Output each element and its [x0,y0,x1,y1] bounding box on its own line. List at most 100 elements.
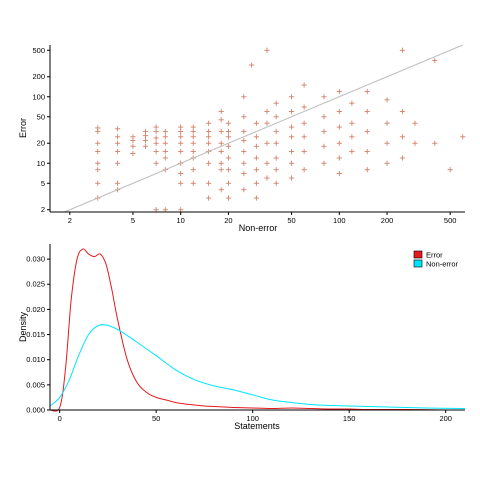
scatter-point [264,47,270,53]
scatter-point [95,140,101,146]
scatter-point [130,143,136,149]
scatter-point [432,57,438,64]
scatter-point [206,120,212,126]
y-tick-label: 20 [37,139,45,148]
legend-swatch-non-error [413,259,423,268]
x-tick-label: 200 [381,216,394,225]
scatter-point [384,160,390,166]
scatter-point [178,140,184,146]
scatter-point [206,195,212,201]
x-tick-label: 50 [287,216,295,225]
scatter-point [142,137,149,144]
scatter-point [114,180,121,186]
scatter-y-axis-label: Error [18,118,28,138]
scatter-point [142,133,149,139]
scatter-point [321,160,327,166]
y-tick-label: 200 [32,72,45,81]
density-x-ticks: 0 50 100 150 200 [58,410,452,423]
scatter-point [336,124,342,130]
scatter-point [114,160,121,166]
scatter-point [384,140,390,146]
scatter-point [153,124,159,130]
scatter-point [206,160,212,166]
y-tick-label: 500 [32,46,45,55]
scatter-point [225,134,232,140]
scatter-point [264,140,270,146]
scatter-point [253,155,259,161]
scatter-point [225,195,232,201]
scatter-point [241,187,247,193]
legend-label-non-error: Non-error [426,260,459,269]
scatter-point [349,120,355,126]
scatter-point [301,134,307,140]
scatter-point [95,128,101,135]
scatter-point [253,180,259,186]
scatter-point [241,94,247,100]
scatter-point [447,167,453,173]
scatter-point [95,167,101,173]
scatter-point [273,114,279,120]
scatter-point [190,134,196,140]
y-tick-label: 0.000 [26,406,45,415]
density-y-axis-label: Density [18,311,28,342]
scatter-point [249,62,255,68]
x-tick-label: 100 [246,414,259,423]
scatter-point [190,148,196,155]
scatter-point [336,155,342,161]
scatter-point [178,128,184,135]
scatter-point [225,155,232,161]
scatter-point [142,143,149,149]
scatter-point [114,134,121,140]
scatter-point [225,167,232,173]
x-tick-label: 10 [177,216,185,225]
scatter-point [153,160,159,166]
scatter-point [412,120,418,126]
scatter-point [218,117,224,123]
scatter-point [253,195,259,201]
y-tick-label: 100 [32,92,45,101]
scatter-point [178,170,184,177]
density-panel: 0 50 100 150 200 0.0000.0050.0100.0150.0200.… [18,244,466,431]
scatter-point [225,180,232,186]
x-tick-label: 500 [444,216,457,225]
density-lines [49,248,466,412]
scatter-point [364,88,370,95]
scatter-point [364,108,370,115]
scatter-point [399,134,406,140]
scatter-point [288,160,295,166]
scatter-point [114,148,121,155]
scatter-point [273,180,279,186]
scatter-point [162,207,168,213]
scatter-point [95,160,101,166]
x-tick-label: 0 [58,414,62,423]
scatter-point [153,148,159,155]
scatter-point [241,137,247,144]
scatter-point [264,120,270,126]
scatter-point [190,180,196,186]
scatter-points [95,47,466,213]
scatter-point [153,140,159,146]
scatter-point [114,140,121,146]
scatter-point [130,150,136,157]
scatter-point [301,120,307,126]
x-tick-label: 150 [343,414,356,423]
y-tick-label: 10 [37,159,45,168]
scatter-point [178,207,184,213]
scatter-point [301,82,307,88]
x-tick-label: 200 [439,414,452,423]
scatter-point [206,128,212,135]
x-tick-label: 100 [333,216,346,225]
scatter-point [399,108,406,115]
scatter-point [301,104,307,110]
scatter-x-axis-label: Non-error [239,223,278,233]
scatter-point [253,120,259,126]
scatter-point [336,108,342,115]
scatter-point [190,167,196,173]
scatter-point [273,140,279,146]
scatter-point [178,148,184,155]
scatter-point [218,167,224,173]
scatter-point [273,167,279,173]
scatter-point [288,148,295,155]
scatter-point [190,124,196,130]
y-tick-label: 0.010 [26,355,45,364]
